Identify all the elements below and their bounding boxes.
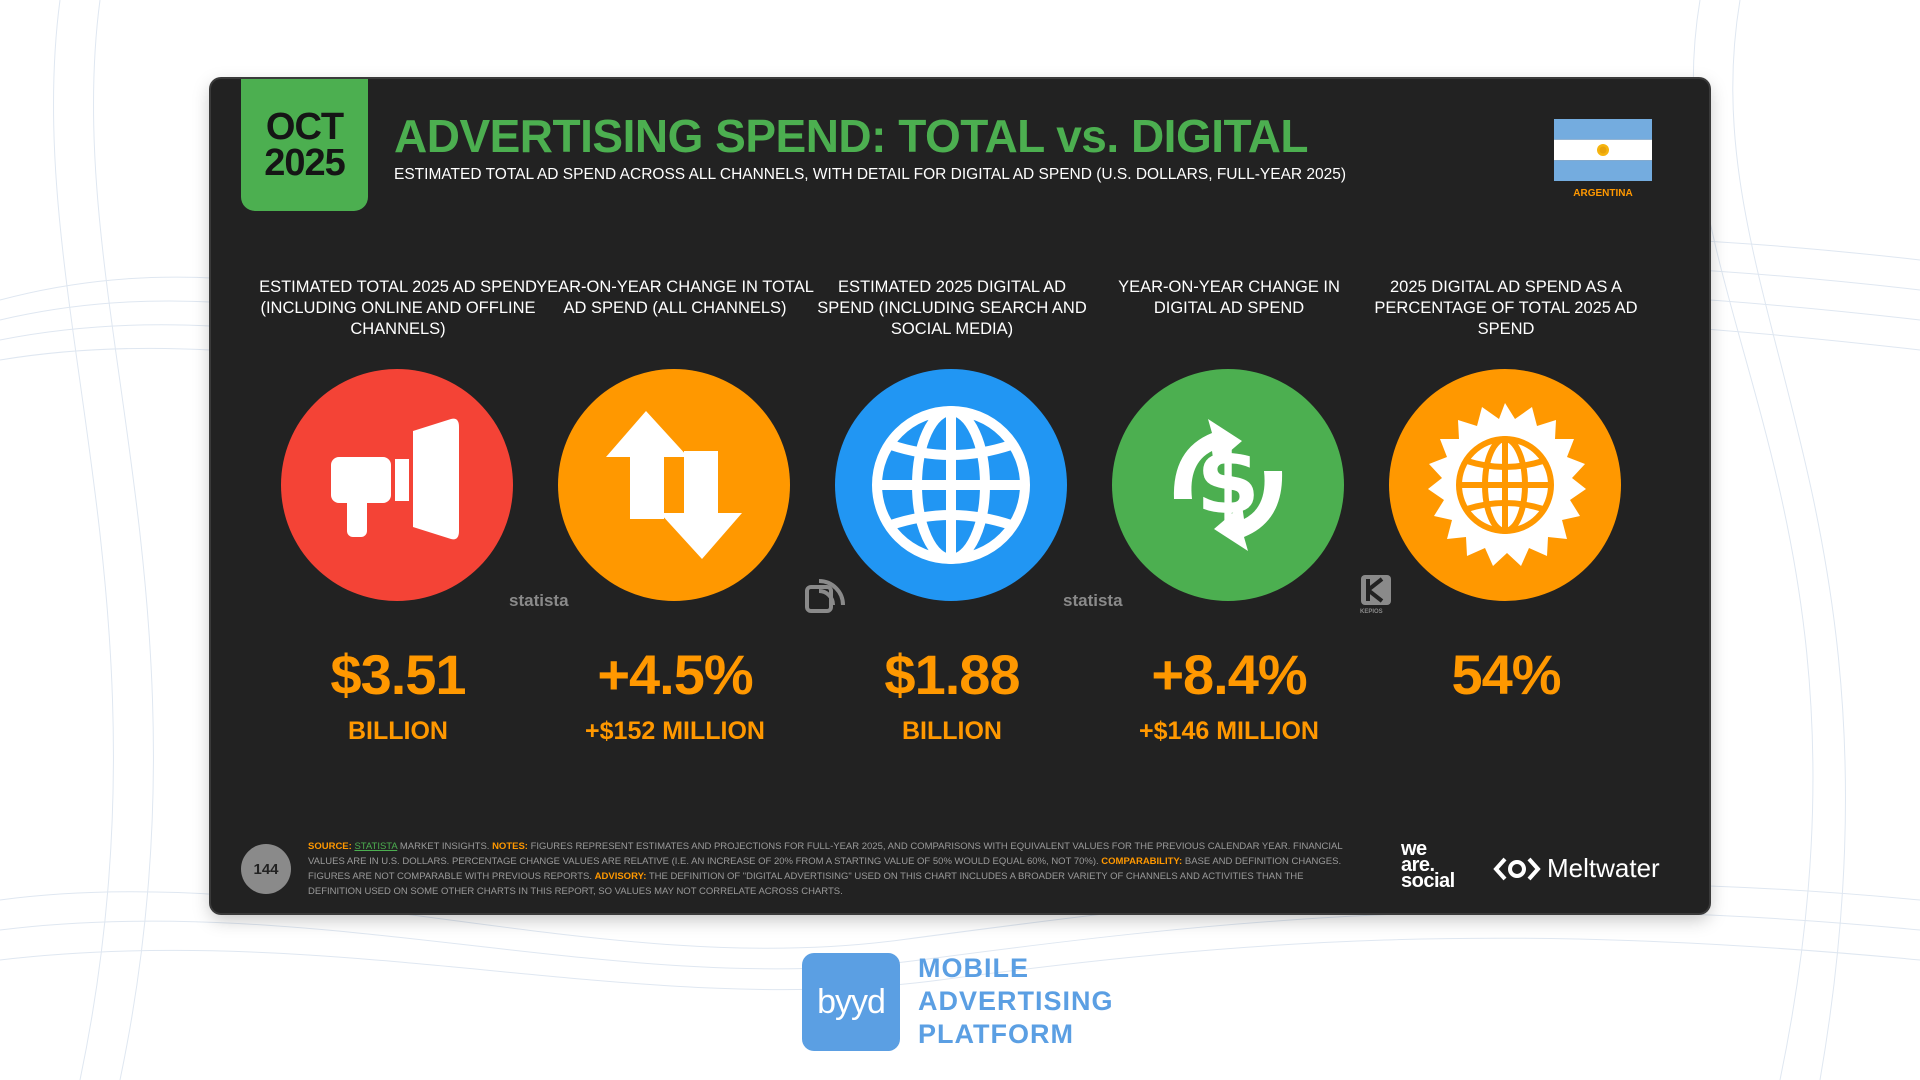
report-slide: OCT 2025 ADVERTISING SPEND: TOTAL vs. DI… (211, 79, 1709, 913)
metric-label: ESTIMATED 2025 DIGITAL AD SPEND (INCLUDI… (817, 278, 1087, 338)
metric-value: +4.5% (597, 643, 753, 706)
statista-watermark: statista (1063, 591, 1123, 610)
country-label: ARGENTINA (1573, 188, 1633, 199)
metric-digital-ad-spend: ESTIMATED 2025 DIGITAL AD SPEND (INCLUDI… (812, 277, 1092, 745)
byyd-logo: byyd (802, 953, 900, 1051)
metric-value: +8.4% (1151, 643, 1307, 706)
kepios-logo-icon (1361, 575, 1391, 605)
slide-title: ADVERTISING SPEND: TOTAL vs. DIGITAL (394, 110, 1309, 162)
metric-total-ad-spend: ESTIMATED TOTAL 2025 AD SPEND (INCLUDING… (258, 277, 538, 745)
comparability-key: COMPARABILITY: (1101, 856, 1183, 867)
argentina-flag-icon (1554, 119, 1652, 181)
date-badge: OCT 2025 (241, 79, 368, 211)
source-notes: SOURCE: STATISTA MARKET INSIGHTS. NOTES:… (308, 839, 1358, 899)
metric-label: YEAR-ON-YEAR CHANGE IN TOTAL AD SPEND (A… (536, 278, 814, 317)
metric-label: YEAR-ON-YEAR CHANGE IN DIGITAL AD SPEND (1118, 278, 1340, 317)
slide-subtitle: ESTIMATED TOTAL AD SPEND ACROSS ALL CHAN… (394, 166, 1347, 183)
metric-sub: BILLION (348, 717, 448, 745)
source-link[interactable]: STATISTA (354, 841, 398, 852)
statista-watermark: statista (509, 591, 569, 610)
globe-badge-icon (1389, 369, 1621, 601)
tagline-line1: MOBILE (918, 953, 1029, 983)
notes-text: FIGURES REPRESENT ESTIMATES AND PROJECTI… (308, 841, 1343, 867)
date-year: 2025 (264, 142, 346, 184)
metric-sub: +$146 MILLION (1139, 717, 1319, 745)
svg-text:$: $ (1196, 428, 1260, 535)
meltwater-logo: Meltwater (1493, 853, 1660, 884)
advisory-text: THE DEFINITION OF "DIGITAL ADVERTISING" … (308, 871, 1304, 897)
metric-value: $3.51 (330, 643, 466, 706)
metric-value: 54% (1451, 643, 1561, 706)
metric-label: ESTIMATED TOTAL 2025 AD SPEND (INCLUDING… (259, 278, 537, 338)
metric-value: $1.88 (884, 643, 1020, 706)
dollar-cycle-icon: $ (1112, 369, 1344, 601)
metric-label: 2025 DIGITAL AD SPEND AS A PERCENTAGE OF… (1374, 278, 1638, 338)
meltwater-mark-icon (1493, 857, 1541, 880)
megaphone-icon (281, 369, 513, 601)
metric-sub: BILLION (902, 717, 1002, 745)
advisory-key: ADVISORY: (594, 871, 647, 882)
metric-digital-yoy-change: YEAR-ON-YEAR CHANGE IN DIGITAL AD SPEND … (1089, 277, 1369, 745)
page-number: 144 (241, 844, 291, 894)
up-down-arrows-icon (558, 369, 790, 601)
kepios-watermark: KEPIOS (1360, 609, 1383, 615)
we-are-social-logo: we are. social (1401, 838, 1455, 892)
metric-digital-share: 2025 DIGITAL AD SPEND AS A PERCENTAGE OF… (1366, 277, 1646, 706)
tagline-line3: PLATFORM (918, 1019, 1074, 1049)
date-month: OCT (265, 106, 344, 148)
byyd-tagline: MOBILE ADVERTISING PLATFORM (918, 952, 1114, 1051)
metric-total-yoy-change: YEAR-ON-YEAR CHANGE IN TOTAL AD SPEND (A… (535, 277, 815, 745)
tagline-line2: ADVERTISING (918, 986, 1114, 1016)
source-key: SOURCE: (308, 841, 352, 852)
metric-sub: +$152 MILLION (585, 717, 765, 745)
meltwater-text: Meltwater (1547, 853, 1660, 883)
data-source-logo-icon (805, 579, 845, 613)
comparability-text: BASE AND DEFINITION CHANGES. FIGURES ARE… (308, 856, 1342, 882)
source-text: MARKET INSIGHTS. (397, 841, 493, 852)
globe-icon (835, 369, 1067, 601)
notes-key: NOTES: (492, 841, 528, 852)
